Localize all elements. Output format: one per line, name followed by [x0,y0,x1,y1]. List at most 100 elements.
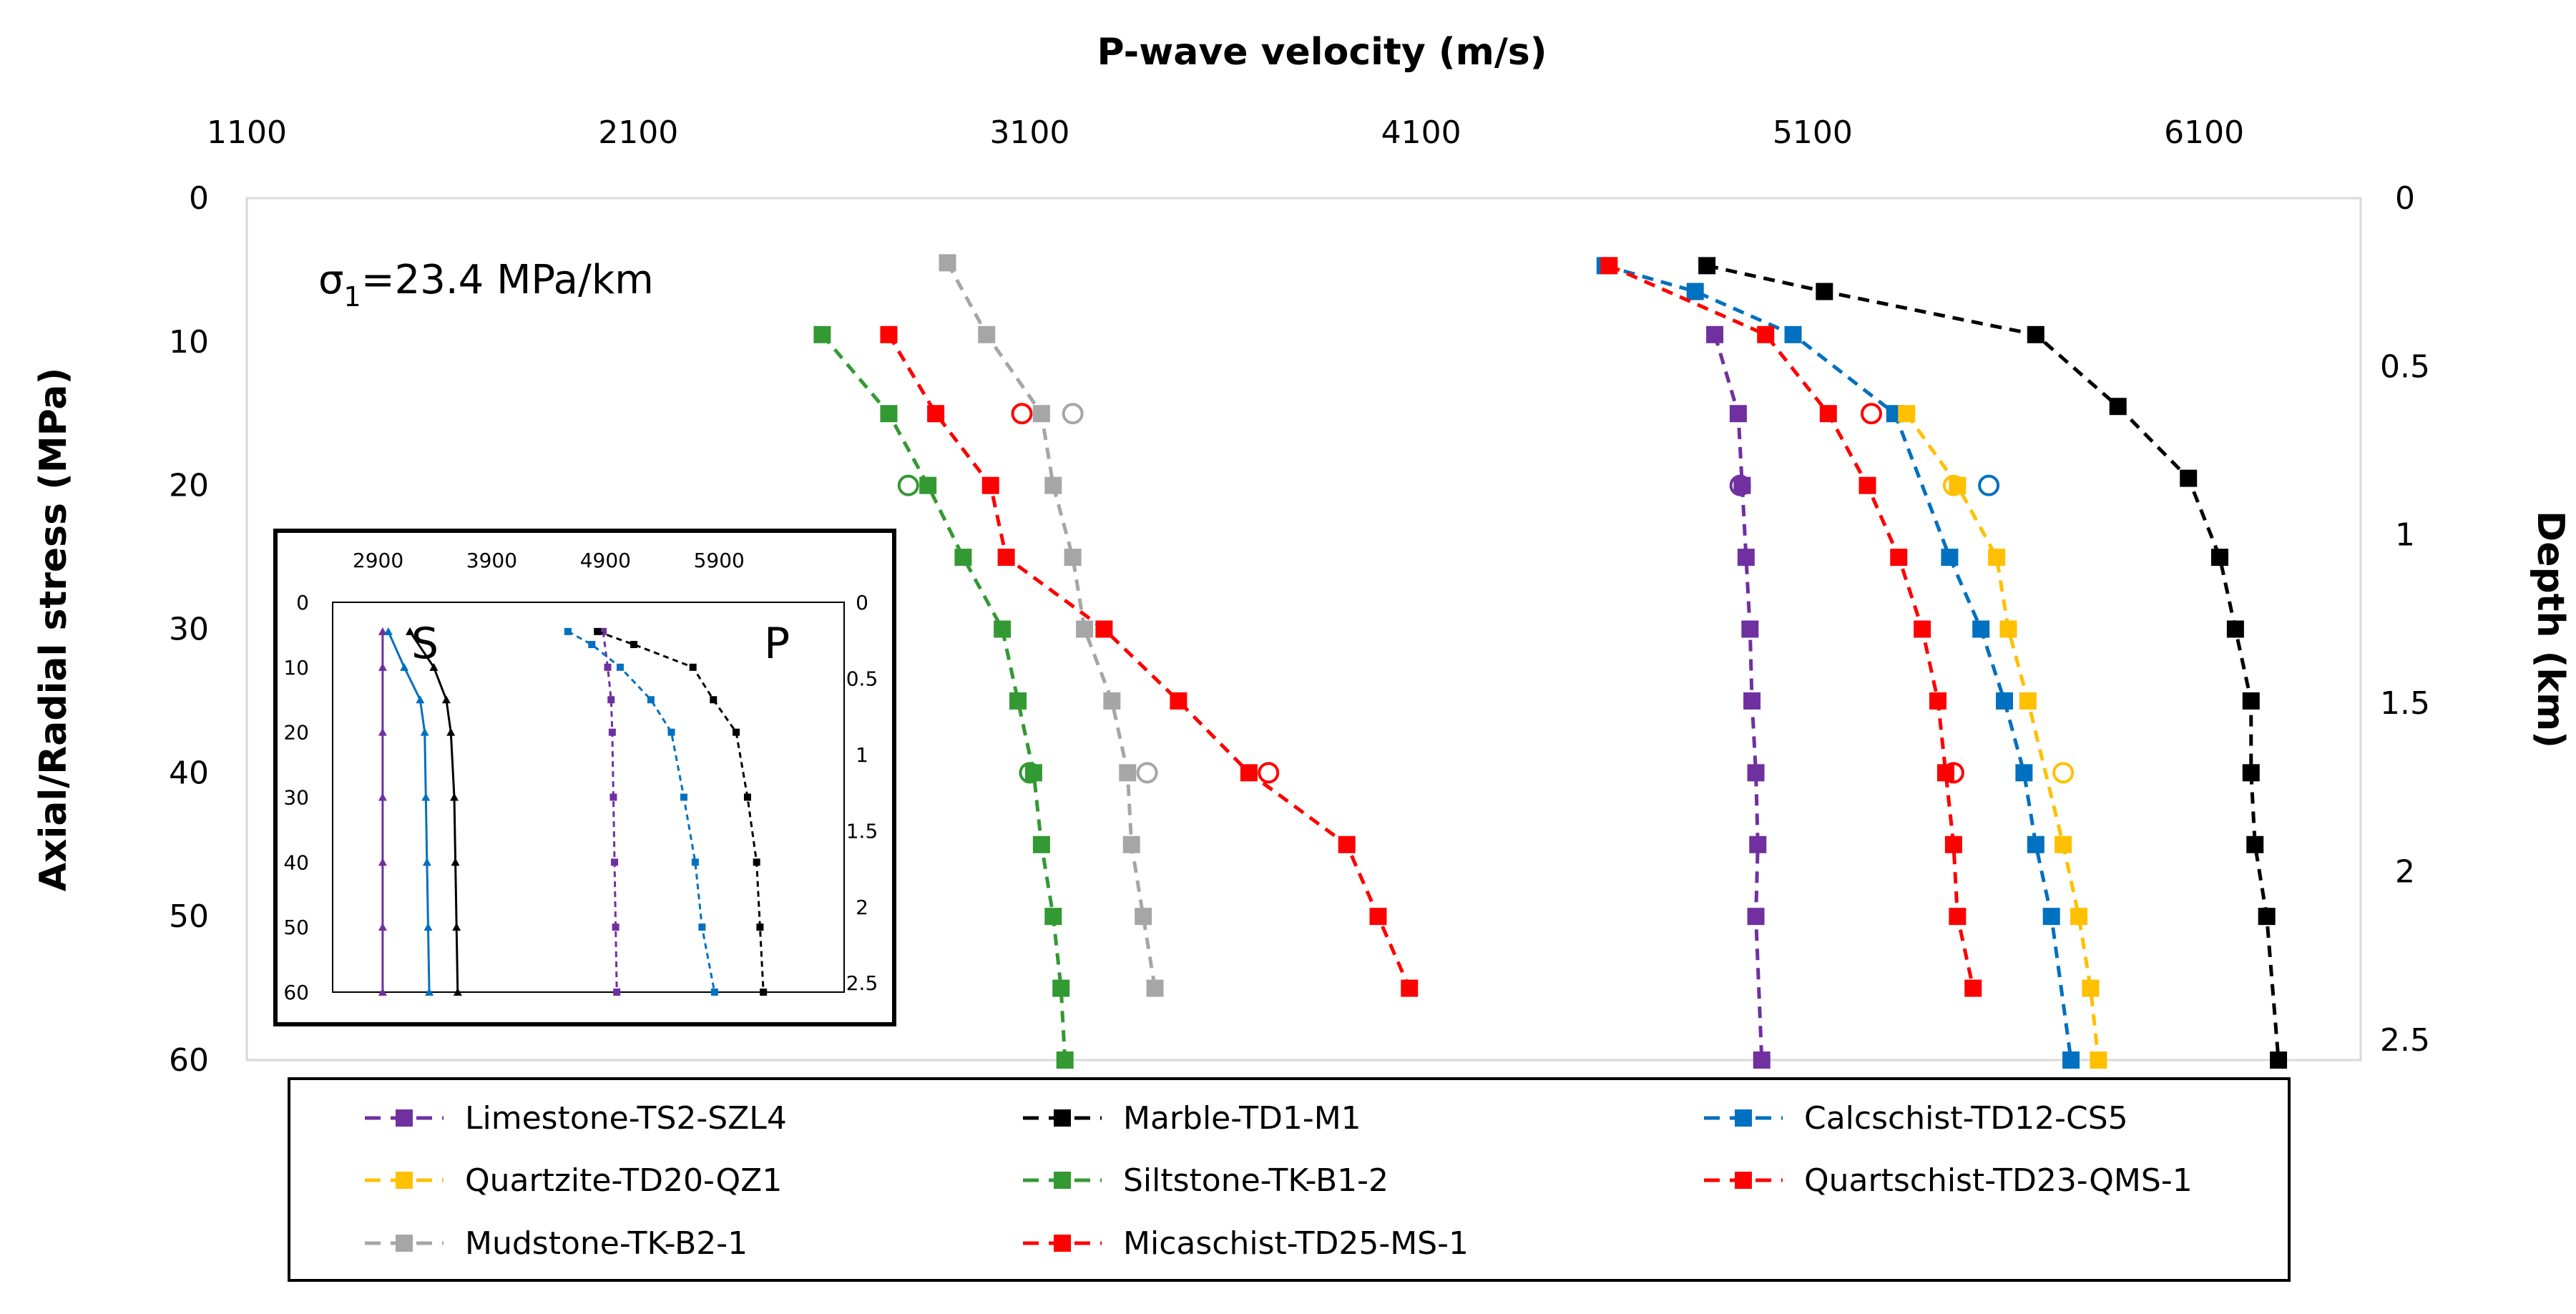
legend-label: Mudstone-TK-B2-1 [465,1225,748,1262]
data-point [1949,908,1967,926]
inset-series [599,627,621,996]
inset-data-point [564,627,572,635]
inset-data-point [753,858,760,866]
legend: Limestone-TS2-SZL4 Marble-TD1-M1 Calcschis… [365,1100,2193,1262]
data-point [1988,549,2006,567]
series-marble-td1-m1 [1698,257,2288,1069]
data-point [1076,620,1094,638]
inset-data-point [604,663,612,671]
data-point [2027,835,2044,853]
inset-y-tick-label: 40 [283,850,309,874]
inset-data-point [378,858,387,866]
data-point [1170,692,1187,710]
series-line [1713,334,1764,1061]
series-line [946,262,1157,989]
series-layer [813,254,2288,1069]
inset-data-point [450,793,459,801]
y-tick-label: 60 [169,1042,209,1079]
inset-label-p: P [764,619,790,669]
legend-item: Marble-TD1-M1 [1023,1100,1361,1137]
inset-data-point [378,923,387,931]
inset-data-point [612,923,619,931]
x-axis-ticks: 1100 2100 3100 4100 5100 6100 [207,114,2244,151]
inset-data-point [453,988,462,996]
inset-data-point [733,728,740,736]
inset-data-point [446,727,456,736]
inset-series-line [387,631,431,993]
inset-data-point [378,727,387,736]
data-point [1686,283,1704,300]
inset-y-tick-label: 60 [283,981,309,1004]
data-point [1698,257,1716,275]
inset-y2-tick-label: 1.5 [846,819,878,843]
inset-data-point [400,662,409,671]
inset-data-point [609,793,617,801]
inset-y-tick-label: 30 [283,786,309,810]
inset-data-point [452,923,461,931]
data-point [2270,1051,2288,1069]
series-line [1905,412,2100,1061]
legend-label: Limestone-TS2-SZL4 [465,1100,787,1137]
inset-data-point [613,989,621,996]
data-point [919,476,937,494]
data-point [1135,908,1152,926]
data-point [880,325,898,343]
series-siltstone-tk-b1-2 [813,325,1074,1069]
inset-plot-area [332,602,845,993]
data-point [2042,908,2060,926]
legend-item: Limestone-TS2-SZL4 [365,1100,787,1137]
x-tick-label: 5100 [1773,114,1853,151]
data-point [1338,835,1356,853]
inset-y2-tick-label: 1 [856,743,868,767]
inset-y-ticks: 0 10 20 30 40 50 60 [283,591,309,1004]
series-mudstone-tk-b2-1 [939,254,1164,997]
data-point [1784,325,1802,343]
data-point [978,325,996,343]
y-axis-ticks: 0 10 20 30 40 50 60 [169,180,209,1079]
open-data-point [1258,762,1280,784]
series-calcschist-td12-cs5 [1596,257,2080,1069]
legend-swatch-marker [396,1235,413,1252]
inset-x-tick-label: 2900 [353,549,403,572]
inset-data-point [451,858,460,866]
inset-series-line [597,630,765,993]
inset-data-point [599,627,607,635]
y-tick-label: 50 [169,898,209,935]
y2-tick-label: 0.5 [2380,348,2430,385]
open-data-point [1136,762,1158,784]
data-point [1240,764,1258,782]
data-point [1044,908,1062,926]
y-axis-title: Axial/Radial stress (MPa) [32,368,75,892]
legend-item: Siltstone-TK-B1-2 [1023,1162,1389,1199]
data-point [2090,1051,2107,1069]
inset-data-point [406,627,415,635]
data-point [813,325,831,343]
series-limestone-ts2-szl4 [1706,325,1771,1069]
inset-data-point [441,695,451,704]
data-point [994,620,1012,638]
inset-data-point [743,793,751,801]
data-point [1103,692,1121,710]
data-point [1747,908,1765,926]
data-point [2180,469,2198,487]
inset-data-point [383,627,393,635]
open-data-point [1062,403,1084,425]
open-data-point [1860,403,1882,425]
data-point [1747,764,1765,782]
series-micaschist-td25-ms-1 [880,325,1419,997]
data-point [2062,1051,2080,1069]
inset-x-ticks: 2900 3900 4900 5900 [353,549,745,572]
data-point [1401,979,1419,997]
inset-data-point [425,988,434,996]
data-point [2242,692,2260,710]
y2-tick-label: 0 [2395,180,2415,217]
data-point [1600,257,1618,275]
open-data-point [1942,474,1964,496]
legend-label: Quartzite-TD20-QZ1 [465,1162,782,1199]
open-data-point [1019,762,1041,784]
data-point [954,549,972,567]
inset-data-point [760,989,768,996]
data-point [981,476,999,494]
legend-label: Quartschist-TD23-QMS-1 [1804,1162,2193,1199]
